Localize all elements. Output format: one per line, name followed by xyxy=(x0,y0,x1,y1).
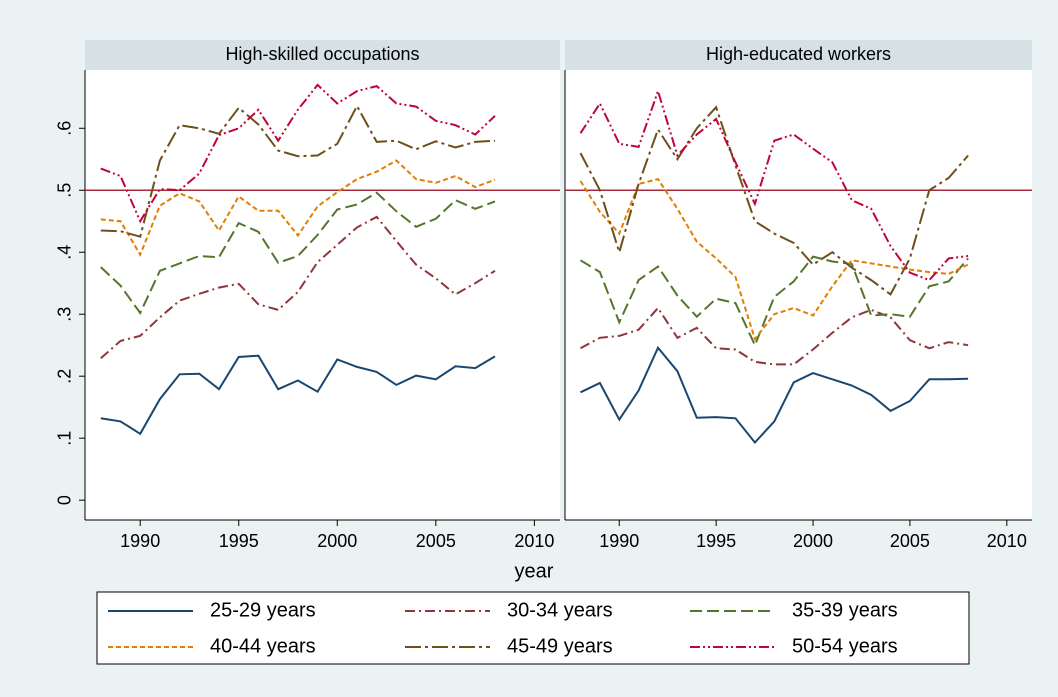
x-tick-label: 1995 xyxy=(696,531,736,551)
x-tick-label: 1995 xyxy=(219,531,259,551)
series-line: 25-29 years xyxy=(580,345,969,445)
series-line xyxy=(100,354,496,436)
series-line: 50-54 years xyxy=(579,87,969,282)
x-tick-label: 2000 xyxy=(317,531,357,551)
series-line xyxy=(100,215,496,359)
legend-label: 40-44 years xyxy=(210,635,316,657)
x-tick-label: 2000 xyxy=(793,531,833,551)
x-axis-label: year xyxy=(515,560,554,582)
x-tick-label: 2010 xyxy=(987,531,1027,551)
series-line: 45-49 years xyxy=(579,105,969,296)
series-line: 35-39 years xyxy=(579,255,969,348)
y-tick-label: 0 xyxy=(55,495,75,505)
y-tick-label: .6 xyxy=(55,121,75,136)
series-line xyxy=(100,83,496,224)
y-tick-label: .5 xyxy=(55,183,75,198)
legend-label: 45-49 years xyxy=(507,635,613,657)
x-tick-label: 2005 xyxy=(416,531,456,551)
x-tick-label: 2005 xyxy=(890,531,930,551)
series-line xyxy=(100,159,496,257)
legend-label: 35-39 years xyxy=(792,599,898,621)
y-tick-label: .2 xyxy=(55,369,75,384)
y-tick-label: .3 xyxy=(55,307,75,322)
series-line xyxy=(100,103,496,238)
panel-title: High-educated workers xyxy=(706,44,891,64)
y-tick-label: .4 xyxy=(55,245,75,260)
plot-area xyxy=(85,70,560,520)
panel-header xyxy=(85,40,560,70)
plot-area xyxy=(565,70,1032,520)
series-line: 30-34 years xyxy=(580,306,969,366)
x-tick-label: 2010 xyxy=(514,531,554,551)
y-tick-label: .1 xyxy=(55,431,75,446)
legend-box xyxy=(96,591,970,665)
panel-header xyxy=(565,40,1032,70)
legend-label: 30-34 years xyxy=(507,599,613,621)
legend-label: 50-54 years xyxy=(792,635,898,657)
panel-title: High-skilled occupations xyxy=(225,44,419,64)
legend-label: 25-29 years xyxy=(210,599,316,621)
x-tick-label: 1990 xyxy=(599,531,639,551)
x-tick-label: 1990 xyxy=(120,531,160,551)
